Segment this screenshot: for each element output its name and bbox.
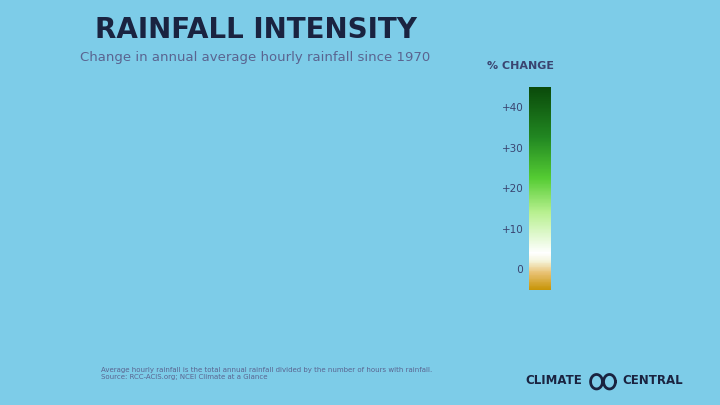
Text: % CHANGE: % CHANGE — [487, 61, 554, 71]
Text: CLIMATE: CLIMATE — [526, 374, 582, 387]
Text: CENTRAL: CENTRAL — [623, 374, 683, 387]
Text: RAINFALL INTENSITY: RAINFALL INTENSITY — [94, 16, 417, 44]
Text: Change in annual average hourly rainfall since 1970: Change in annual average hourly rainfall… — [81, 51, 431, 64]
Text: Average hourly rainfall is the total annual rainfall divided by the number of ho: Average hourly rainfall is the total ann… — [101, 367, 432, 379]
